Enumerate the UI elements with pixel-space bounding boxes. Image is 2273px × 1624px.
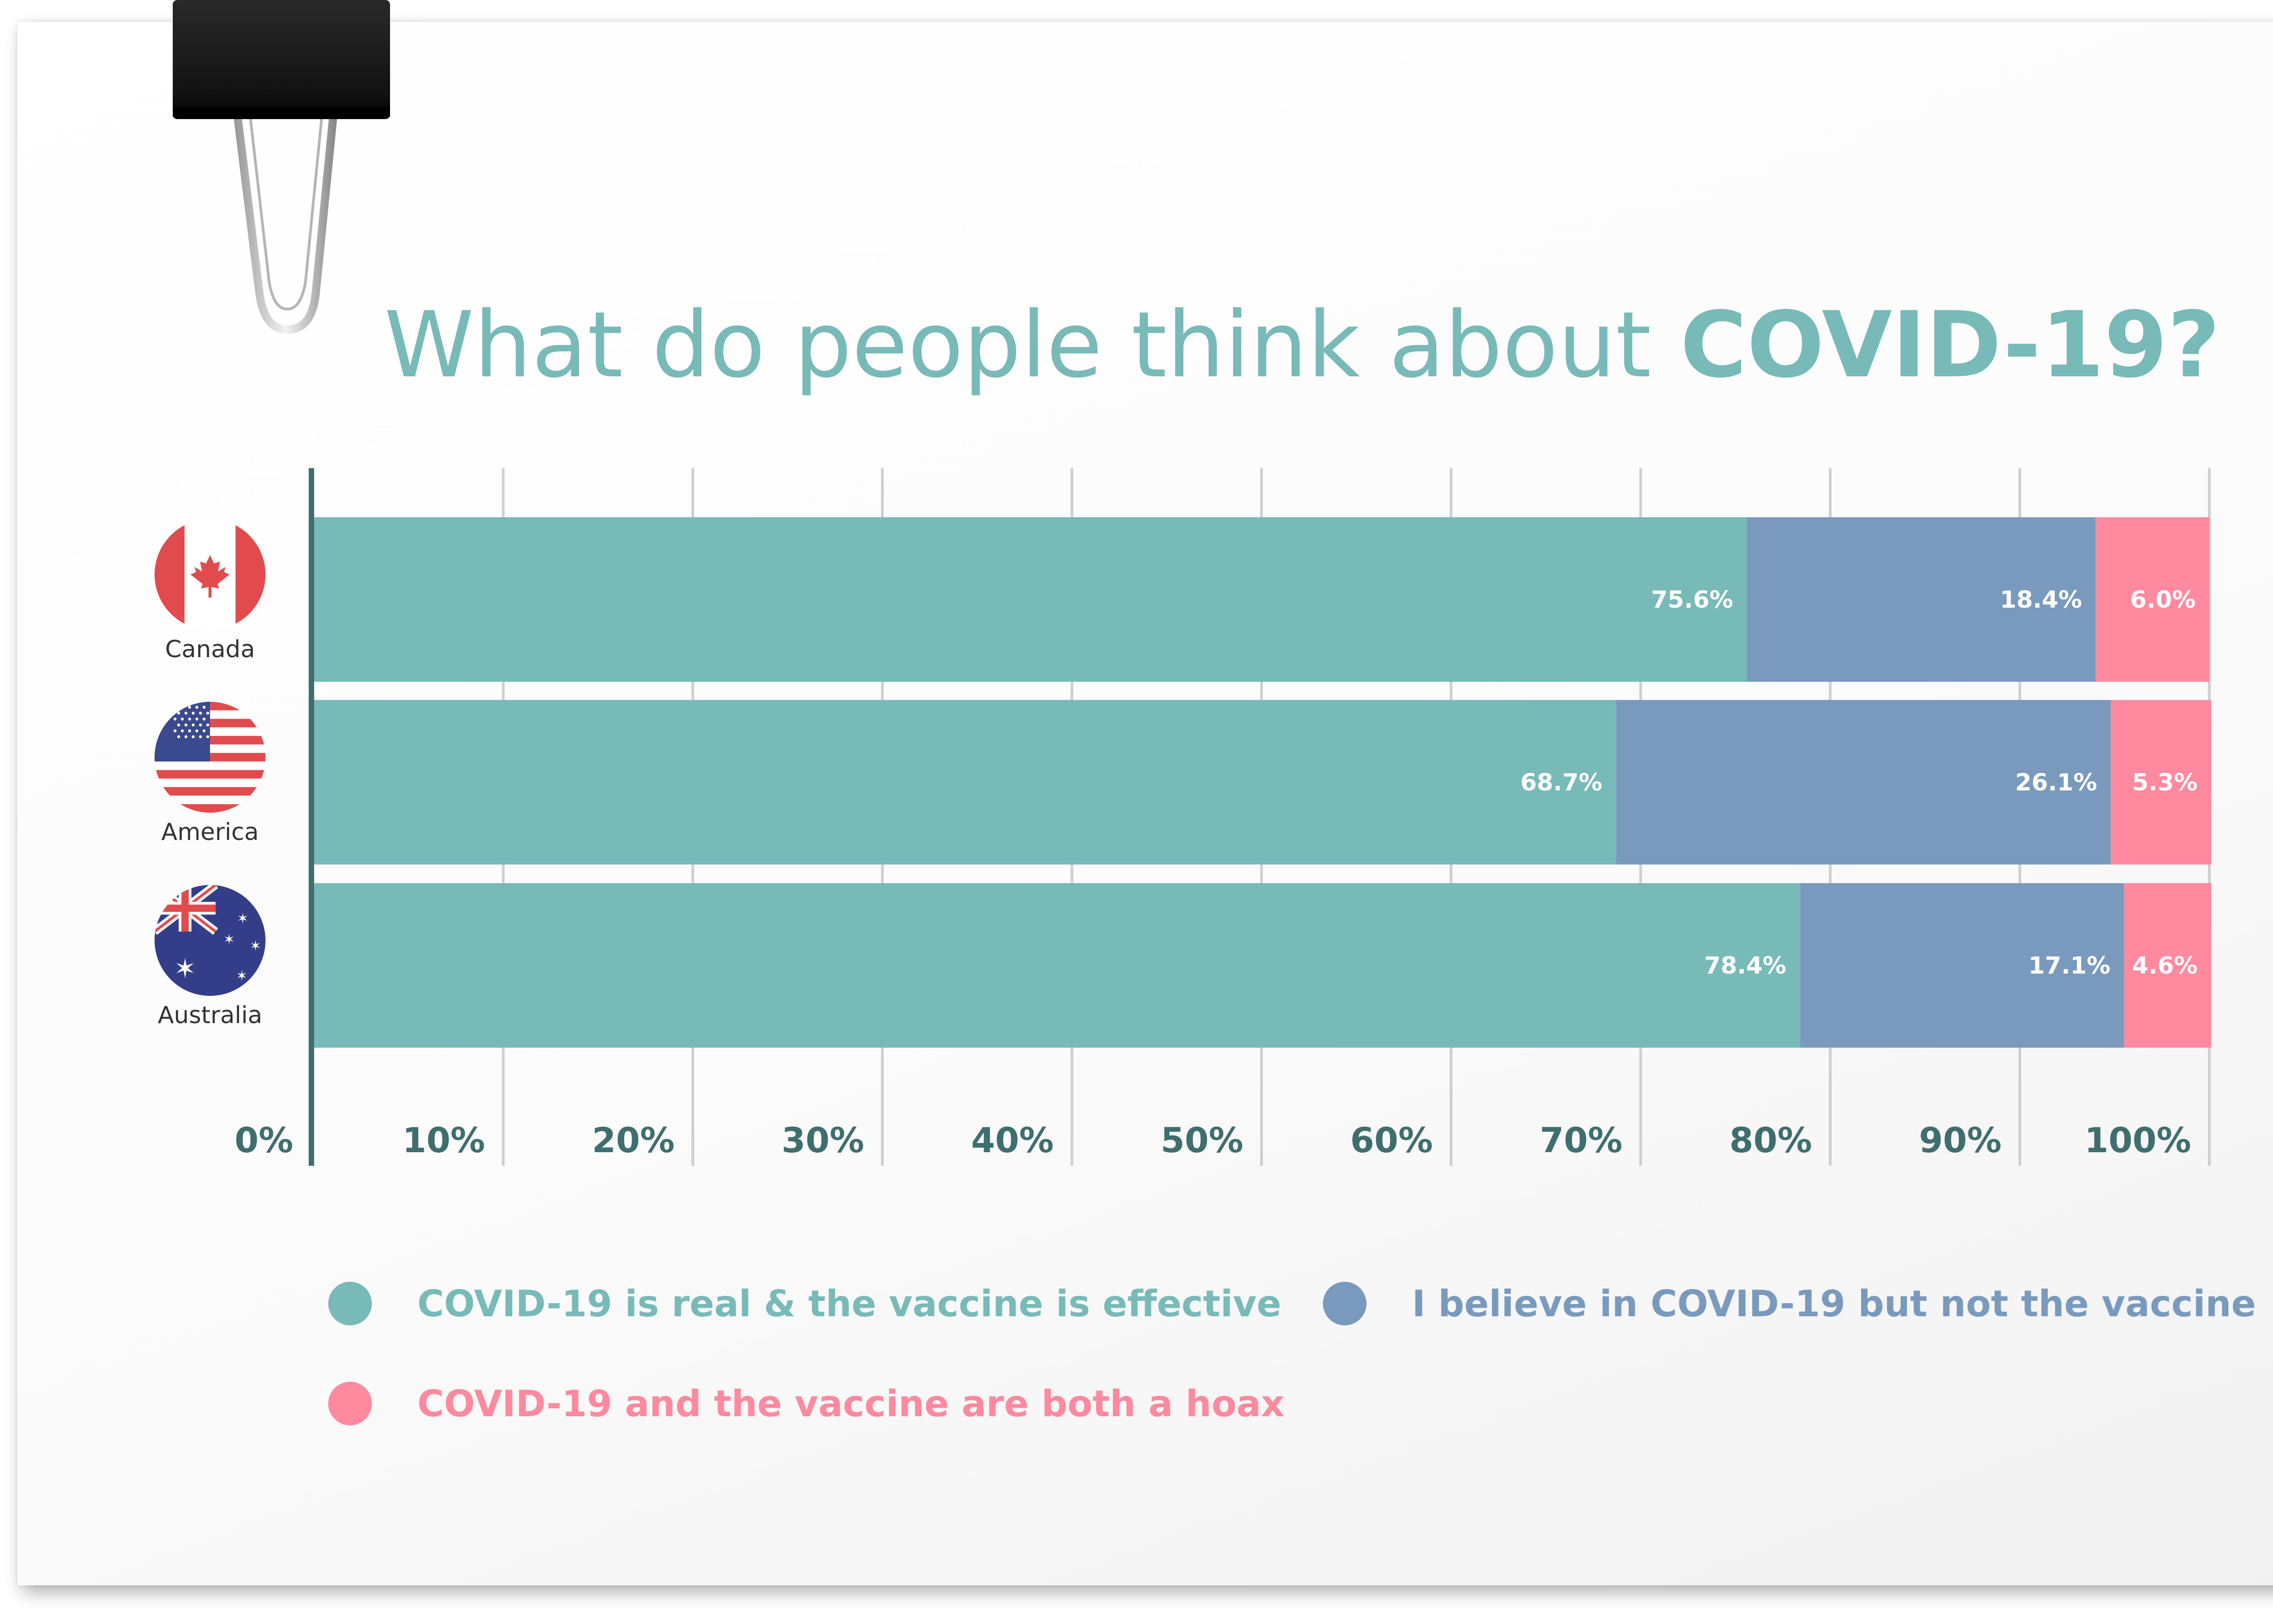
x-tick-label: 90% [1919, 1120, 2002, 1160]
x-tick-label: 40% [971, 1120, 1054, 1160]
x-tick-label: 0% [235, 1120, 293, 1160]
legend-label: COVID-19 is real & the vaccine is effect… [417, 1282, 1282, 1325]
bar-segment [314, 700, 1616, 864]
category-label: Canada [165, 636, 255, 663]
bar-segment [2095, 517, 2209, 682]
data-label: 5.3% [2132, 769, 2198, 796]
svg-text:✶: ✶ [174, 953, 196, 984]
svg-text:✶: ✶ [250, 938, 261, 954]
legend-swatch [328, 1282, 372, 1325]
bar-segment [2124, 883, 2212, 1048]
x-tick-label: 60% [1350, 1120, 1433, 1160]
legend-swatch [1323, 1282, 1367, 1325]
chart-title-regular: What do people think about [384, 292, 1680, 398]
x-tick-label: 30% [781, 1120, 864, 1160]
svg-text:✶: ✶ [237, 911, 248, 927]
chart-title-bold: COVID-19? [1680, 292, 2220, 398]
usa-flag-icon [155, 702, 265, 813]
data-label: 6.0% [2130, 586, 2196, 614]
data-label: 75.6% [1651, 586, 1733, 614]
data-label: 68.7% [1520, 769, 1602, 796]
bar-segment [314, 883, 1800, 1048]
bar-segment [1800, 883, 2124, 1048]
data-label: 26.1% [2015, 769, 2097, 796]
binder-clip-icon [173, 0, 390, 334]
legend-label: I believe in COVID-19 but not the vaccin… [1412, 1282, 2256, 1325]
bar-segment [314, 517, 1747, 682]
x-tick-label: 80% [1729, 1120, 1812, 1160]
x-tick-label: 70% [1540, 1120, 1622, 1160]
svg-text:✶: ✶ [236, 968, 247, 984]
legend-item: COVID-19 is real & the vaccine is effect… [328, 1282, 1281, 1325]
svg-text:✶: ✶ [223, 932, 235, 948]
australia-flag-icon: ✶✶✶ ✶✶ [155, 885, 265, 996]
x-tick-label: 10% [402, 1120, 485, 1160]
x-tick-label: 100% [2084, 1120, 2191, 1160]
data-label: 78.4% [1704, 952, 1786, 979]
category-label: America [161, 819, 259, 846]
legend-item: COVID-19 and the vaccine are both a hoax [328, 1382, 1285, 1425]
data-label: 4.6% [2132, 952, 2198, 979]
bar-segment [2111, 700, 2212, 864]
data-label: 17.1% [2028, 952, 2110, 979]
bar-segment [1616, 700, 2111, 864]
chart-title: What do people think about COVID-19? [384, 291, 2220, 400]
legend-label: COVID-19 and the vaccine are both a hoax [417, 1382, 1285, 1425]
canada-flag-icon [155, 519, 265, 630]
category-label: Australia [158, 1002, 262, 1029]
data-label: 18.4% [2000, 586, 2082, 614]
legend-swatch [328, 1382, 372, 1425]
legend-item: I believe in COVID-19 but not the vaccin… [1323, 1282, 2256, 1325]
x-tick-label: 50% [1161, 1120, 1243, 1160]
bar-segment [1747, 517, 2096, 682]
x-tick-label: 20% [592, 1120, 675, 1160]
